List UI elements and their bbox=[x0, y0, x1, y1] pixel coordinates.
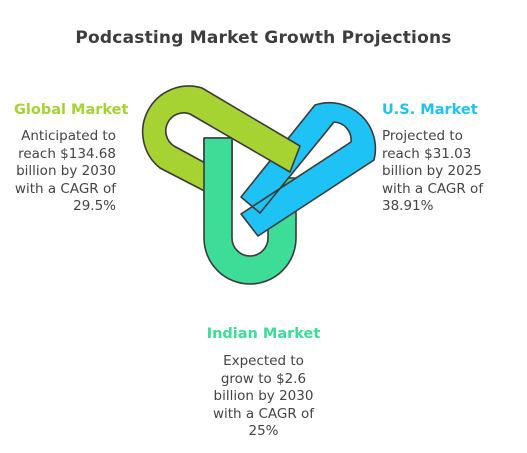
indian-market-loop-edge bbox=[203, 137, 233, 200]
indian-market-line: 25% bbox=[248, 423, 279, 439]
us-market-description: Projected to reach $31.03 billion by 202… bbox=[382, 128, 483, 216]
us-market-line: billion by 2025 bbox=[382, 163, 482, 179]
indian-market-line: with a CAGR of bbox=[212, 405, 315, 422]
global-market-line: Anticipated to bbox=[21, 128, 116, 144]
global-market-line: with a CAGR of bbox=[14, 180, 116, 197]
us-market-heading: U.S. Market bbox=[382, 102, 478, 118]
indian-market-line: grow to $2.6 bbox=[220, 370, 307, 387]
indian-market-line: Expected to bbox=[223, 353, 304, 369]
us-market-line: with a CAGR of bbox=[382, 180, 484, 197]
global-market-line: billion by 2030 bbox=[16, 163, 116, 179]
global-market-description: Anticipated to reach $134.68 billion by … bbox=[0, 128, 116, 216]
indian-market-description: Expected to grow to $2.6 billion by 2030… bbox=[0, 353, 527, 441]
global-market-line: 29.5% bbox=[73, 198, 116, 214]
indian-market-loop-overlap bbox=[204, 138, 232, 200]
indian-market-line: billion by 2030 bbox=[213, 388, 314, 404]
us-market-loop bbox=[240, 101, 377, 237]
indian-market-heading: Indian Market bbox=[206, 326, 321, 342]
global-market-line: reach $134.68 bbox=[18, 145, 116, 162]
us-market-line: reach $31.03 bbox=[382, 145, 472, 162]
us-market-line: Projected to bbox=[382, 128, 463, 144]
us-market-line: 38.91% bbox=[382, 198, 434, 214]
global-market-loop bbox=[141, 85, 301, 199]
global-market-heading: Global Market bbox=[14, 102, 129, 118]
page-title: Podcasting Market Growth Projections bbox=[75, 28, 452, 48]
